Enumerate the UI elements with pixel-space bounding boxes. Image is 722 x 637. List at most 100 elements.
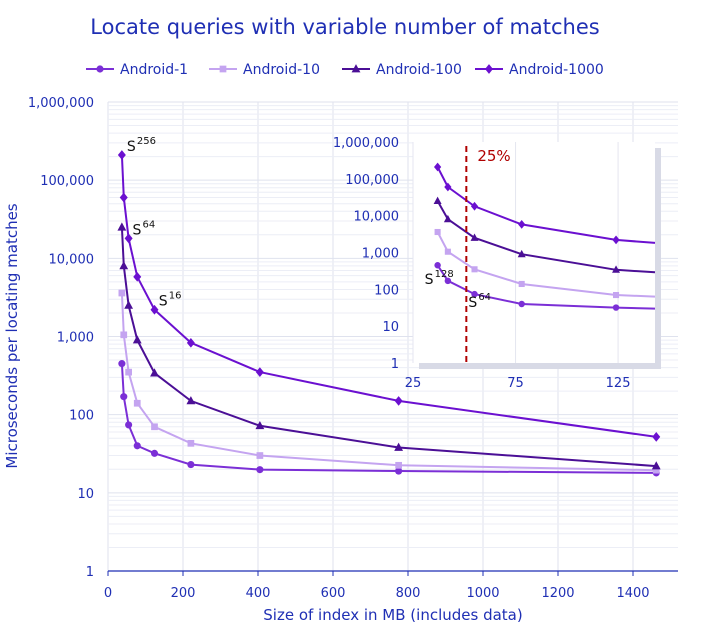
main-axes (107, 570, 678, 576)
x-tick-1000: 1000 (466, 586, 499, 601)
legend-label: Android-10 (243, 62, 320, 78)
inset-series-android-10 (434, 228, 656, 299)
data-point (133, 399, 141, 407)
y-tick-100: 100 (69, 409, 94, 424)
data-point (119, 192, 128, 203)
data-point (255, 420, 265, 430)
series-android-1000 (117, 150, 661, 442)
legend-item-android-100: Android-100 (342, 62, 462, 78)
data-point (117, 222, 127, 231)
annotation-s64: S (133, 222, 142, 238)
inset-chart: 25 75 125 1 10 100 1,000 10,000 100,000 1,000,00… (333, 136, 661, 391)
inset-series-line-android-1000 (436, 166, 656, 244)
y-tick-10: 10 (77, 487, 94, 502)
inset-data-point (444, 277, 452, 285)
data-point (394, 396, 403, 406)
inset-threshold-label: 25% (477, 147, 510, 165)
main-series (117, 150, 661, 477)
series-android-10 (118, 289, 660, 474)
data-point (120, 393, 128, 401)
data-point (132, 335, 142, 344)
x-axis-label: Size of index in MB (includes data) (263, 606, 522, 624)
inset-annotation-s128: S (425, 272, 434, 288)
inset-annotation-sup-64: 64 (478, 292, 491, 303)
annotation-sup-64: 64 (143, 219, 156, 230)
inset-y-tick-labels: 1 10 100 1,000 10,000 100,000 1,000,000 (333, 136, 399, 372)
inset-data-point (470, 201, 479, 211)
inset-data-point (434, 228, 441, 236)
x-tick-1400: 1400 (616, 586, 649, 601)
data-point (119, 261, 129, 270)
y-tick-10-000: 10,000 (49, 252, 95, 267)
data-point (118, 360, 126, 368)
inset-annotation-sup-128: 128 (435, 269, 454, 280)
inset-y-tick-100-000: 100,000 (345, 173, 399, 188)
annotation-sup-16: 16 (169, 291, 182, 302)
inset-series-android-100 (433, 196, 656, 274)
inset-x-tick-25: 25 (405, 376, 422, 391)
x-tick-1200: 1200 (541, 586, 574, 601)
y-tick-1: 1 (86, 565, 94, 580)
data-point (255, 367, 264, 377)
inset-series-line-android-10 (436, 231, 656, 298)
data-point (150, 368, 159, 377)
legend-marker-triangle (351, 64, 361, 73)
data-point (125, 368, 132, 376)
y-tick-1-000-000: 1,000,000 (28, 96, 94, 111)
annotation-s16: S (159, 294, 168, 310)
x-tick-600: 600 (321, 586, 346, 601)
data-point (652, 432, 661, 442)
inset-series-android-1 (434, 262, 656, 311)
data-point (150, 449, 159, 457)
inset-data-point (471, 290, 478, 298)
y-tick-100-000: 100,000 (40, 174, 94, 189)
inset-y-tick-100: 100 (374, 283, 399, 298)
data-point (124, 233, 133, 244)
inset-x-tick-75: 75 (507, 376, 524, 391)
data-point (124, 300, 134, 309)
data-point (118, 289, 126, 297)
inset-series-android-1000 (434, 162, 656, 245)
legend-item-android-1000: Android-1000 (475, 62, 604, 78)
inset-data-point (444, 182, 452, 192)
legend-marker-square (219, 65, 227, 73)
data-point (133, 271, 142, 282)
inset-data-point (518, 300, 525, 308)
data-point (133, 442, 141, 450)
annotation-s256: S (127, 139, 136, 155)
main-x-tick-labels: 0 200 400 600 800 1000 1200 1400 (104, 586, 650, 601)
legend-item-android-1: Android-1 (86, 62, 188, 78)
data-point (117, 150, 126, 160)
legend-label: Android-1 (120, 62, 188, 78)
inset-data-point (517, 249, 526, 258)
inset-data-point (612, 291, 620, 299)
data-point (395, 461, 402, 469)
data-point (652, 466, 660, 474)
inset-y-tick-1-000-000: 1,000,000 (333, 136, 399, 151)
inset-data-point (612, 304, 620, 311)
inset-data-point (443, 214, 452, 223)
y-tick-1-000: 1,000 (57, 331, 94, 346)
chart-title: Locate queries with variable number of m… (90, 15, 599, 39)
inset-data-point (434, 162, 442, 172)
inset-series-line-android-100 (436, 200, 656, 274)
data-point (256, 466, 264, 474)
x-tick-400: 400 (246, 586, 271, 601)
data-point (120, 331, 128, 339)
annotation-sup-256: 256 (137, 136, 156, 147)
inset-annotation-s64: S (468, 295, 477, 311)
data-point (151, 423, 158, 431)
data-point (395, 467, 403, 475)
inset-series (433, 162, 656, 311)
data-point (187, 460, 195, 469)
legend-label: Android-100 (376, 62, 462, 78)
inset-data-point (434, 262, 441, 269)
series-android-100 (117, 222, 661, 470)
inset-x-tick-labels: 25 75 125 (405, 376, 631, 391)
x-tick-0: 0 (104, 586, 112, 601)
inset-data-point (518, 280, 525, 287)
inset-data-point (470, 233, 479, 241)
data-point (187, 439, 195, 447)
